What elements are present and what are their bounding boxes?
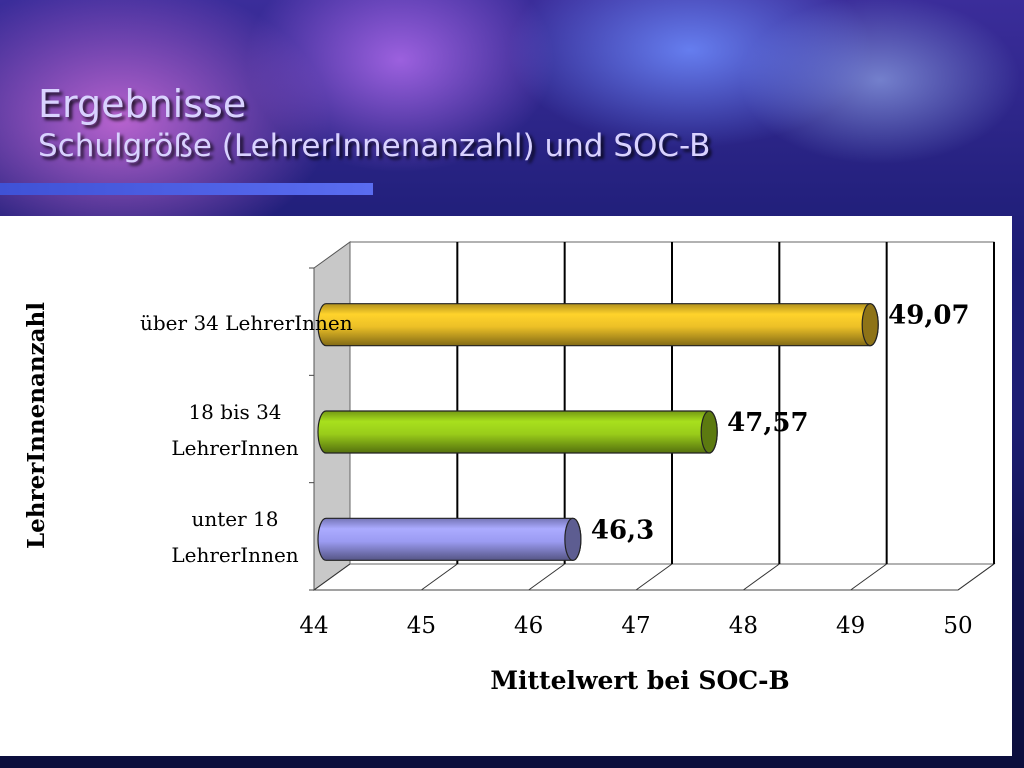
x-tick-label: 50 — [943, 613, 972, 639]
data-label: 47,57 — [727, 408, 808, 438]
x-tick-label: 45 — [407, 613, 436, 639]
data-label: 49,07 — [888, 301, 969, 331]
bar — [317, 517, 582, 561]
floor-gridline — [528, 563, 565, 591]
bar-end-cap — [564, 517, 582, 561]
floor-gridline — [421, 563, 458, 591]
x-tick-label: 48 — [729, 613, 758, 639]
floor-gridline — [313, 563, 351, 591]
bar — [317, 303, 879, 347]
category-label-line: unter 18 — [191, 507, 279, 532]
category-label: unter 18 LehrerInnen — [140, 501, 330, 573]
category-label: über 34 LehrerInnen — [140, 305, 353, 341]
category-label-line: LehrerInnen — [171, 436, 299, 460]
category-label-line: über 34 LehrerInnen — [140, 310, 353, 335]
bar-end-cap — [700, 410, 718, 454]
x-tick-label: 49 — [836, 613, 865, 639]
y-axis-title: LehrerInnenanzahl — [23, 301, 50, 549]
slide-subtitle: Schulgröße (LehrerInnenanzahl) und SOC-B — [38, 128, 711, 164]
category-label-line: LehrerInnen — [171, 543, 299, 568]
x-tick-label: 46 — [514, 613, 543, 639]
category-label-line: 18 bis 34 — [188, 400, 282, 424]
bar — [317, 410, 718, 454]
x-axis-title: Mittelwert bei SOC-B — [490, 666, 790, 695]
x-tick-label: 44 — [299, 613, 328, 639]
floor-gridline — [743, 563, 780, 591]
floor-gridline — [850, 563, 887, 591]
bar-end-cap — [861, 303, 879, 347]
category-label: 18 bis 34 LehrerInnen — [140, 394, 330, 466]
title-underline-bar — [0, 183, 373, 195]
title-block: Ergebnisse Schulgröße (LehrerInnenanzahl… — [38, 82, 710, 166]
floor-gridline — [957, 563, 995, 591]
slide-title: Ergebnisse — [38, 82, 247, 126]
floor-gridline — [635, 563, 673, 591]
x-tick-label: 47 — [621, 613, 650, 639]
data-label: 46,3 — [591, 515, 654, 545]
